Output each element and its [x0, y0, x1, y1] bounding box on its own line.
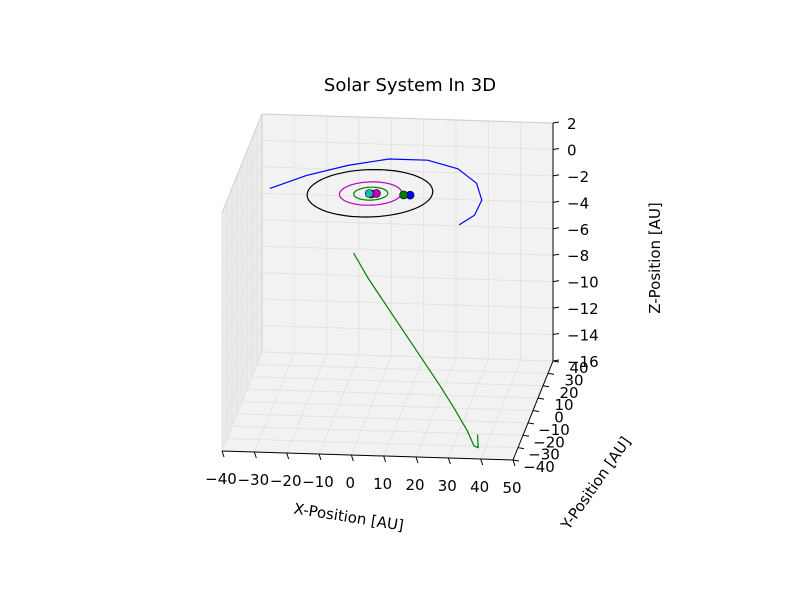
- z-axis-label: Z-Position [AU]: [646, 202, 664, 314]
- x-tick: [512, 459, 516, 467]
- y-tick: [532, 410, 540, 412]
- z-tick-label: −14: [567, 327, 599, 345]
- y-tick: [547, 372, 555, 375]
- z-tick-label: −12: [567, 300, 599, 318]
- planet-markers: [364, 189, 415, 200]
- y-tick-label: −40: [523, 458, 555, 476]
- x-tick: [480, 458, 484, 466]
- planet-marker-4: [364, 189, 374, 198]
- planet-marker-1: [399, 190, 408, 200]
- x-tick-label: −30: [237, 471, 269, 489]
- x-axis-line: [221, 450, 514, 461]
- data-series: [269, 158, 483, 449]
- x-tick: [253, 451, 257, 459]
- y-tick-label: 0: [554, 409, 564, 427]
- tick-marks: [221, 121, 560, 467]
- x-tick: [415, 456, 419, 464]
- z-tick: [552, 227, 560, 230]
- x-tick: [350, 454, 354, 462]
- z-tick: [552, 280, 560, 283]
- z-tick-label: 0: [567, 141, 577, 159]
- y-axis-label: Y-Position [AU]: [557, 433, 635, 533]
- x-tick-label: −10: [302, 473, 334, 491]
- x-tick: [286, 452, 290, 460]
- x-tick-label: −40: [205, 470, 237, 488]
- series-line-8: [353, 252, 479, 449]
- series-line-7: [269, 158, 483, 226]
- y-tick: [512, 459, 520, 462]
- x-tick-label: 30: [438, 477, 457, 495]
- z-tick: [552, 174, 560, 177]
- z-tick-label: −10: [567, 274, 599, 292]
- tick-labels: −40 −30 −20 −10 0 10 20 30 40 50−40−30−20−1001020…: [205, 115, 598, 497]
- x-tick: [318, 453, 322, 461]
- series-line-2: [353, 186, 389, 201]
- z-tick-label: −8: [567, 247, 589, 265]
- z-tick-label: 2: [567, 115, 577, 133]
- z-tick: [552, 121, 560, 124]
- x-tick-label: 40: [470, 478, 489, 496]
- y-tick-label: 10: [554, 396, 573, 414]
- z-tick: [552, 333, 560, 336]
- y-tick: [542, 385, 550, 388]
- x-tick-label: 20: [405, 476, 424, 494]
- x-tick: [221, 450, 225, 458]
- y-tick-label: 30: [564, 371, 583, 389]
- y-tick: [527, 422, 535, 425]
- y-tick: [517, 447, 525, 450]
- y-tick-label: 20: [559, 384, 578, 402]
- series-line-0: [306, 169, 434, 218]
- z-tick-label: −4: [567, 194, 589, 212]
- x-tick-label: 10: [373, 475, 392, 493]
- y-tick-label: −30: [528, 446, 560, 464]
- z-tick: [552, 200, 560, 203]
- z-tick: [552, 253, 560, 256]
- x-tick: [447, 457, 451, 465]
- x-axis-label: X-Position [AU]: [293, 499, 406, 534]
- x-tick-label: 50: [502, 479, 521, 497]
- x-tick-label: −20: [270, 472, 302, 490]
- series-line-1: [338, 181, 403, 206]
- z-tick: [552, 359, 560, 362]
- y-tick-label: 40: [569, 359, 588, 377]
- planet-marker-3: [372, 189, 381, 198]
- x-tick-label: 0: [346, 474, 356, 492]
- back-pane: [262, 114, 553, 361]
- y-tick-label: −20: [533, 433, 565, 451]
- y-tick: [537, 397, 545, 400]
- z-tick: [552, 147, 560, 150]
- x-tick: [383, 455, 387, 463]
- y-tick-label: −10: [538, 421, 570, 439]
- chart-title: Solar System In 3D: [324, 75, 496, 96]
- z-tick: [552, 306, 560, 309]
- y-tick: [522, 434, 530, 437]
- z-tick-label: −16: [567, 353, 599, 371]
- z-tick-label: −2: [567, 168, 589, 186]
- z-tick-label: −6: [567, 221, 589, 239]
